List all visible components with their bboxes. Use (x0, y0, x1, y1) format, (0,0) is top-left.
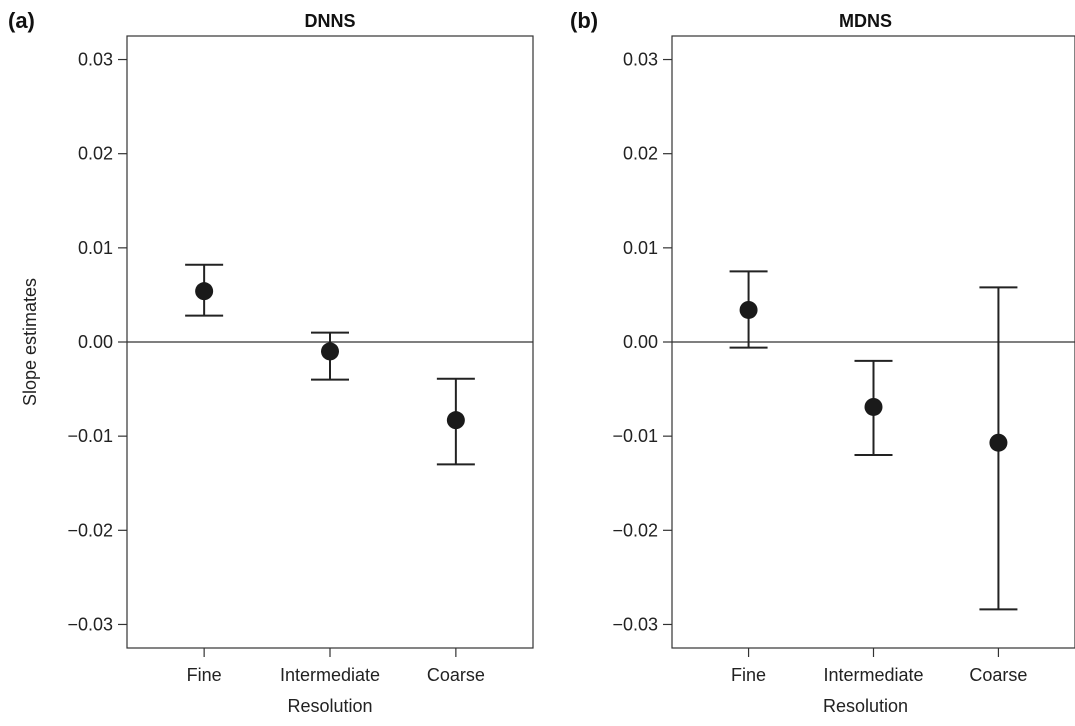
y-tick-label: 0.00 (78, 332, 113, 352)
data-point (989, 433, 1008, 452)
panel-letter: (b) (570, 8, 598, 33)
data-point (321, 342, 339, 361)
data-point-group (436, 377, 475, 466)
y-tick-label: −0.01 (67, 426, 113, 446)
data-point (195, 282, 214, 301)
x-axis-title: Resolution (287, 696, 372, 716)
x-tick-label: Fine (187, 665, 222, 685)
y-tick-label: 0.03 (78, 50, 113, 70)
data-point-group (979, 286, 1018, 611)
y-tick-label: 0.01 (78, 238, 113, 258)
data-point-group (311, 331, 349, 381)
data-point-group (729, 270, 768, 349)
y-tick-label: −0.02 (67, 520, 113, 540)
panel-title: DNNS (304, 11, 355, 31)
y-tick-label: 0.03 (623, 50, 658, 70)
data-point-group (185, 263, 224, 317)
data-point (864, 397, 883, 416)
x-tick-label: Coarse (969, 665, 1027, 685)
y-axis-title: Slope estimates (20, 278, 40, 406)
y-tick-label: −0.03 (67, 614, 113, 634)
chart-panel-b: 0.03 0.02 0.01 0.00 −0.01 −0.02 −0.03 Fine Inter… (570, 8, 1075, 716)
x-axis-title: Resolution (823, 696, 908, 716)
y-tick-label: −0.03 (612, 614, 658, 634)
y-tick-label: 0.00 (623, 332, 658, 352)
chart-panel-a: 0.03 0.02 0.01 0.00 −0.01 −0.02 −0.03 Fine Inter… (8, 8, 534, 716)
x-tick-label: Fine (731, 665, 766, 685)
data-point-group (854, 359, 893, 456)
panel-title: MDNS (839, 11, 892, 31)
y-tick-label: −0.01 (612, 426, 658, 446)
y-tick-label: 0.02 (623, 144, 658, 164)
x-tick-label: Coarse (427, 665, 485, 685)
panel-letter: (a) (8, 8, 35, 33)
data-point (739, 300, 758, 319)
x-tick-label: Intermediate (823, 665, 923, 685)
x-tick-label: Intermediate (280, 665, 380, 685)
y-tick-label: 0.02 (78, 144, 113, 164)
y-tick-label: −0.02 (612, 520, 658, 540)
data-point (446, 411, 465, 430)
y-tick-label: 0.01 (623, 238, 658, 258)
